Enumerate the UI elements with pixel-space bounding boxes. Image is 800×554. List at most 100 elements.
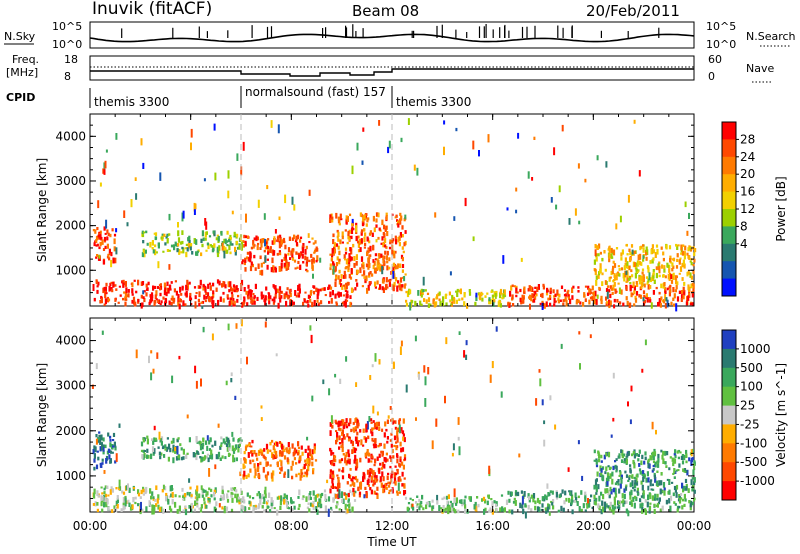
range-gate-cell	[339, 459, 342, 464]
range-gate-cell	[349, 468, 352, 471]
range-gate-cell	[611, 504, 614, 510]
range-gate-cell	[117, 301, 120, 304]
range-gate-cell	[254, 469, 257, 476]
range-gate-cell	[249, 468, 252, 473]
range-gate-cell	[618, 287, 621, 294]
range-gate-cell	[168, 264, 171, 270]
y-tick-label: 2000	[55, 219, 86, 233]
range-gate-cell	[690, 275, 693, 280]
range-gate-cell	[137, 279, 140, 286]
range-gate-cell	[176, 438, 179, 443]
range-gate-cell	[678, 505, 681, 509]
range-gate-cell	[274, 285, 277, 291]
range-gate-cell	[644, 456, 647, 461]
range-gate-cell	[379, 267, 382, 272]
range-gate-cell	[255, 452, 258, 457]
range-gate-cell	[280, 495, 283, 502]
range-gate-cell	[456, 288, 459, 293]
range-gate-cell	[633, 285, 636, 291]
range-gate-cell	[671, 481, 674, 484]
range-gate-cell	[502, 508, 505, 512]
range-gate-cell	[384, 238, 387, 244]
range-gate-cell	[212, 230, 215, 234]
range-gate-cell	[403, 477, 406, 480]
range-gate-cell	[595, 298, 598, 305]
range-gate-cell	[517, 491, 520, 497]
range-gate-cell	[624, 257, 627, 263]
range-gate-cell	[386, 419, 389, 424]
range-gate-cell	[228, 447, 231, 451]
range-gate-cell	[241, 302, 244, 308]
range-gate-cell	[108, 252, 111, 255]
range-gate-cell	[202, 237, 205, 242]
range-gate-cell	[129, 506, 133, 511]
range-gate-cell	[595, 483, 598, 489]
range-gate-cell	[157, 242, 160, 247]
range-gate-cell	[692, 469, 695, 476]
range-gate-cell	[388, 140, 391, 149]
range-gate-cell	[139, 496, 142, 499]
range-gate-cell	[682, 468, 685, 472]
range-gate-cell	[106, 243, 109, 249]
range-gate-cell	[403, 276, 406, 282]
range-gate-cell	[351, 449, 354, 454]
range-gate-cell	[100, 501, 103, 507]
range-gate-cell	[367, 257, 370, 263]
range-gate-cell	[259, 247, 262, 250]
range-gate-cell	[257, 463, 260, 469]
range-gate-cell	[338, 489, 341, 499]
range-gate-cell	[338, 280, 341, 285]
range-gate-cell	[351, 440, 354, 447]
range-gate-cell	[300, 469, 303, 474]
range-gate-cell	[498, 299, 501, 303]
range-gate-cell	[376, 456, 379, 461]
range-gate-cell	[306, 469, 309, 475]
range-gate-cell	[231, 431, 234, 437]
range-gate-cell	[654, 476, 657, 483]
range-gate-cell	[194, 295, 197, 300]
range-gate-cell	[131, 504, 134, 510]
range-gate-cell	[425, 504, 428, 510]
range-gate-cell	[387, 472, 390, 475]
range-gate-cell	[204, 489, 207, 493]
range-gate-cell	[608, 276, 611, 282]
range-gate-cell	[182, 498, 185, 501]
range-gate-cell	[110, 446, 114, 450]
range-gate-cell	[145, 230, 148, 234]
range-gate-cell	[279, 471, 282, 474]
range-gate-cell	[344, 289, 347, 292]
range-gate-cell	[608, 253, 611, 259]
range-gate-cell	[263, 249, 266, 253]
range-gate-cell	[589, 334, 592, 339]
range-gate-cell	[199, 279, 202, 286]
range-gate-cell	[367, 263, 370, 270]
range-gate-cell	[195, 292, 198, 295]
range-gate-cell	[151, 446, 155, 452]
range-gate-cell	[222, 438, 225, 444]
range-gate-cell	[309, 491, 312, 495]
range-gate-cell	[281, 451, 284, 457]
range-gate-cell	[623, 460, 626, 464]
range-gate-cell	[163, 233, 166, 237]
range-gate-cell	[673, 458, 676, 464]
range-gate-cell	[171, 498, 174, 505]
range-gate-cell	[350, 256, 353, 261]
range-gate-cell	[620, 500, 624, 504]
range-gate-cell	[558, 293, 561, 298]
range-gate-cell	[678, 290, 681, 294]
range-gate-cell	[132, 487, 136, 490]
range-gate-cell	[374, 281, 377, 287]
range-gate-cell	[427, 297, 431, 303]
range-gate-cell	[420, 288, 423, 293]
range-gate-cell	[396, 285, 399, 289]
range-gate-cell	[152, 508, 155, 515]
range-gate-cell	[392, 455, 395, 459]
range-gate-cell	[203, 294, 206, 300]
range-gate-cell	[103, 286, 106, 292]
range-gate-cell	[95, 256, 98, 259]
range-gate-cell	[229, 251, 232, 255]
range-gate-cell	[451, 506, 454, 513]
range-gate-cell	[267, 238, 270, 241]
range-gate-cell	[646, 282, 649, 285]
range-gate-cell	[669, 258, 672, 263]
